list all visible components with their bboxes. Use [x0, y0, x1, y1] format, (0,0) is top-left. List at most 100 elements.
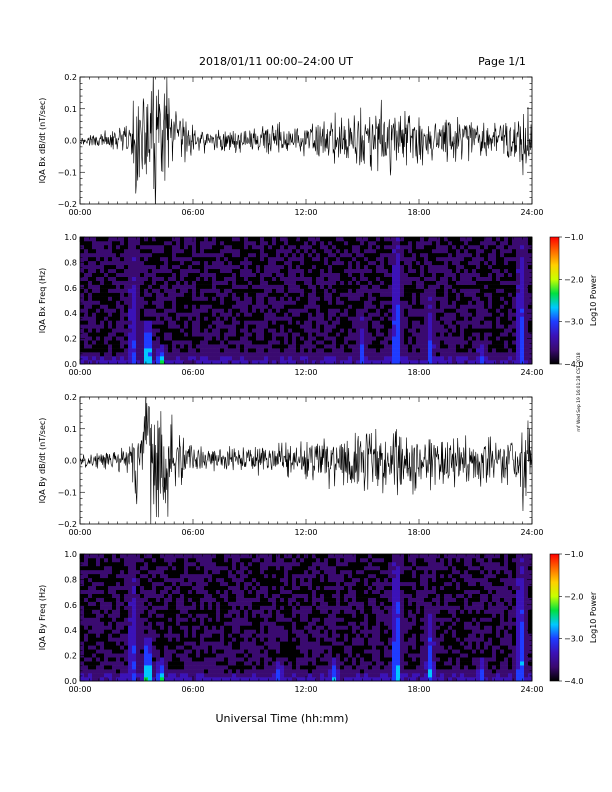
- spectrogram-cell: [396, 292, 401, 297]
- spectrogram-cell: [84, 296, 89, 301]
- spectrogram-cell: [328, 237, 333, 242]
- spectrogram-cell: [148, 585, 153, 591]
- spectrogram-cell: [336, 244, 341, 250]
- spectrogram-cell: [212, 348, 217, 353]
- spectrogram-cell: [132, 288, 137, 293]
- spectrogram-cell: [132, 601, 137, 606]
- spectrogram-cell: [480, 268, 485, 274]
- spectrogram-cell: [364, 336, 369, 341]
- spectrogram-cell: [100, 268, 105, 274]
- spectrogram-cell: [400, 320, 405, 325]
- spectrogram-cell: [236, 244, 241, 250]
- spectrogram-cell: [88, 248, 93, 254]
- spectrogram-cell: [152, 621, 157, 626]
- spectrogram-cell: [124, 352, 129, 357]
- spectrogram-cell: [188, 320, 193, 325]
- spectrogram-cell: [240, 356, 245, 361]
- spectrogram-cell: [96, 653, 101, 658]
- spectrogram-cell: [344, 284, 349, 289]
- spectrogram-cell: [208, 308, 213, 313]
- spectrogram-cell: [180, 352, 185, 357]
- spectrogram-cell: [312, 328, 317, 333]
- spectrogram-cell: [164, 352, 169, 357]
- spectrogram-cell: [480, 316, 485, 321]
- spectrogram-cell: [332, 244, 337, 250]
- spectrogram-cell: [340, 356, 345, 361]
- spectrogram-cell: [368, 300, 373, 305]
- spectrogram-cell: [112, 589, 117, 594]
- spectrogram-cell: [172, 657, 177, 662]
- spectrogram-cell: [280, 292, 285, 297]
- spectrogram-cell: [208, 348, 213, 353]
- spectrogram-cell: [100, 665, 105, 670]
- spectrogram-cell: [432, 316, 437, 321]
- spectrogram-cell: [272, 360, 277, 365]
- spectrogram-cell: [196, 340, 201, 345]
- spectrogram-cell: [268, 320, 273, 325]
- spectrogram-cell: [124, 276, 129, 281]
- spectrogram-cell: [220, 328, 225, 333]
- spectrogram-cell: [220, 312, 225, 317]
- spectrogram-cell: [272, 244, 277, 250]
- spectrogram-cell: [120, 577, 125, 583]
- spectrogram-cell: [484, 352, 489, 357]
- spectrogram-cell: [372, 296, 377, 301]
- spectrogram-cell: [360, 248, 365, 254]
- spectrogram-cell: [312, 312, 317, 317]
- spectrogram-cell: [216, 256, 221, 262]
- spectrogram-cell: [152, 344, 157, 349]
- spectrogram-cell: [136, 657, 141, 662]
- spectrogram-cell: [104, 673, 109, 678]
- spectrogram-cell: [164, 561, 169, 567]
- spectrogram-cell: [476, 328, 481, 333]
- spectrogram-cell: [84, 577, 89, 583]
- spectrogram-cell: [528, 248, 533, 254]
- spectrogram-cell: [392, 300, 397, 305]
- spectrogram-cell: [408, 360, 413, 365]
- spectrogram-cell: [276, 340, 281, 345]
- spectrogram-cell: [276, 280, 281, 285]
- spectrogram-cell: [168, 589, 173, 594]
- spectrogram-cell: [340, 284, 345, 289]
- spectrogram-cell: [228, 352, 233, 357]
- spectrogram-cell: [508, 336, 513, 341]
- spectrogram-cell: [500, 292, 505, 297]
- spectrogram-cell: [244, 324, 249, 329]
- spectrogram-cell: [428, 304, 433, 309]
- spectrogram-cell: [104, 565, 109, 571]
- spectrogram-cell: [324, 260, 329, 266]
- spectrogram-cell: [132, 637, 137, 642]
- spectrogram-cell: [160, 244, 165, 250]
- spectrogram-cell: [328, 264, 333, 270]
- x-tick-label: 12:00: [294, 528, 317, 537]
- spectrogram-cell: [136, 240, 141, 246]
- spectrogram-cell: [160, 561, 165, 567]
- spectrogram-cell: [88, 645, 93, 650]
- spectrogram-cell: [132, 268, 137, 274]
- spectrogram-cell: [260, 320, 265, 325]
- spectrogram-cell: [404, 312, 409, 317]
- spectrogram-cell: [340, 292, 345, 297]
- spectrogram-cell: [136, 621, 141, 626]
- spectrogram-cell: [320, 240, 325, 246]
- spectrogram-cell: [108, 597, 113, 602]
- spectrogram-cell: [320, 292, 325, 297]
- spectrogram-cell: [84, 324, 89, 329]
- spectrogram-cell: [232, 240, 237, 246]
- spectrogram-cell: [364, 344, 369, 349]
- spectrogram-cell: [116, 252, 121, 258]
- spectrogram-cell: [176, 292, 181, 297]
- spectrogram-cell: [280, 344, 285, 349]
- spectrogram-cell: [144, 669, 149, 674]
- spectrogram-cell: [176, 340, 181, 345]
- spectrogram-cell: [340, 316, 345, 321]
- spectrogram-cell: [96, 360, 101, 365]
- spectrogram-cell: [432, 360, 437, 365]
- spectrogram-cell: [192, 237, 197, 242]
- spectrogram-cell: [504, 328, 509, 333]
- spectrogram-cell: [448, 312, 453, 317]
- spectrogram-cell: [376, 280, 381, 285]
- spectrogram-cell: [80, 284, 85, 289]
- spectrogram-cell: [152, 360, 157, 365]
- spectrogram-cell: [424, 272, 429, 277]
